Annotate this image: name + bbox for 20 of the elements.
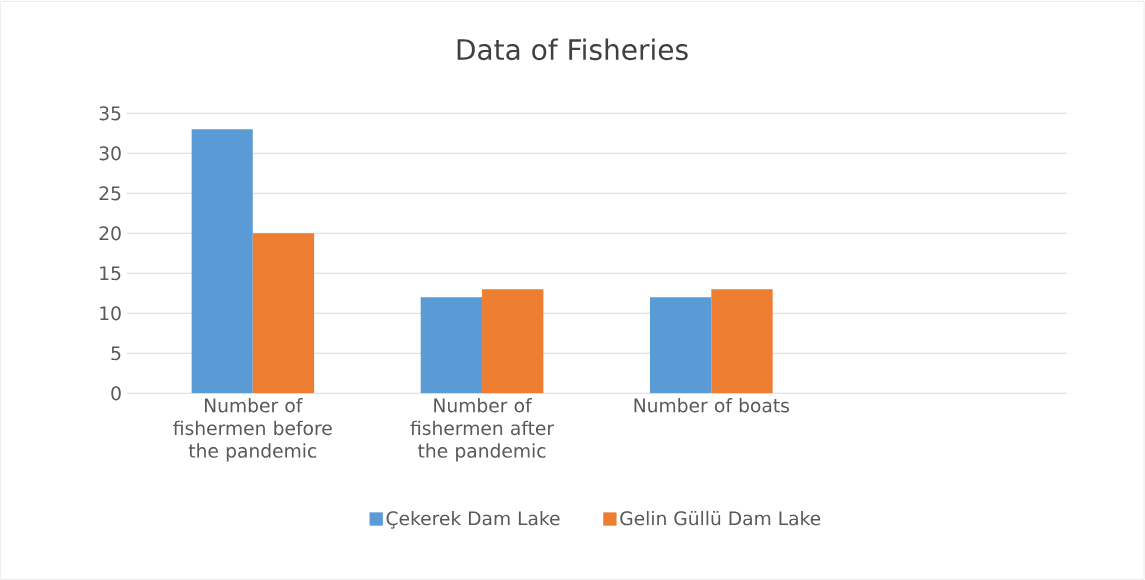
legend-label: Gelin Güllü Dam Lake bbox=[620, 510, 821, 526]
bar bbox=[649, 297, 712, 394]
y-tick-label: 25 bbox=[99, 186, 121, 201]
y-tick-label: 20 bbox=[99, 226, 121, 241]
legend-label: Çekerek Dam Lake bbox=[386, 510, 560, 529]
x-tick-label: Number of fishermen before the pandemic bbox=[173, 398, 332, 462]
bar bbox=[482, 289, 544, 394]
bar bbox=[191, 129, 253, 394]
y-tick-label: 30 bbox=[99, 146, 121, 161]
y-tick-label: 10 bbox=[100, 306, 121, 321]
bar bbox=[252, 233, 315, 394]
y-tick-label: 35 bbox=[99, 106, 121, 121]
y-tick-label: 0 bbox=[111, 386, 121, 401]
bar bbox=[711, 289, 773, 394]
y-tick-label: 5 bbox=[111, 346, 121, 361]
x-tick-label: Number of fishermen after the pandemic bbox=[410, 398, 555, 462]
bar bbox=[420, 297, 483, 394]
y-tick-label: 15 bbox=[100, 266, 121, 281]
x-tick-label: Number of boats bbox=[634, 398, 789, 413]
chart-title: Data of Fisheries bbox=[457, 38, 688, 61]
